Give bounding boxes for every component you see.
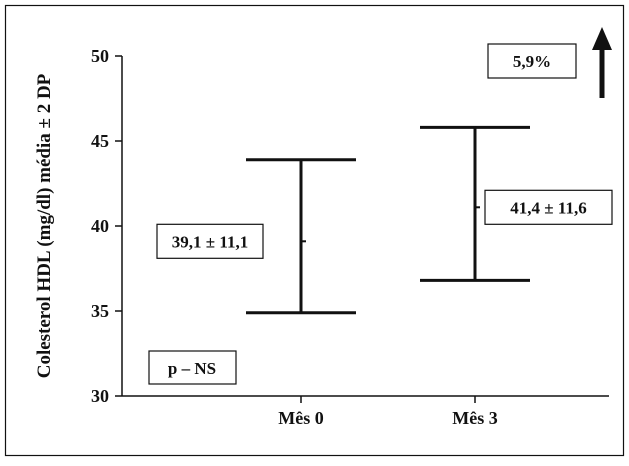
y-tick-label: 50 [91,46,109,66]
significance-box [148,350,237,385]
x-tick-label: Mês 0 [278,408,323,428]
error-bars: 39,1 ± 11,1 41,4 ± 11,6 [156,125,613,315]
y-tick-label: 40 [91,216,109,236]
y-tick-label: 35 [91,301,109,321]
x-axis-ticks: Mês 0 Mês 3 [278,396,498,428]
x-tick-label: Mês 3 [452,408,497,428]
chart-frame [4,4,625,457]
y-tick-label: 30 [91,386,109,406]
y-axis-ticks: 30 35 40 45 50 [91,46,122,406]
mean-sd-label: 41,4 ± 11,6 [510,198,586,217]
change-box [487,43,577,79]
significance-label: p – NS [168,359,216,378]
change-label: 5,9% [513,52,551,71]
y-axis-title: Colesterol HDL (mg/dl) média ± 2 DP [34,73,55,378]
mean-sd-label-box [484,189,613,225]
y-tick-label: 45 [91,131,109,151]
error-bar: 41,4 ± 11,6 [420,125,613,282]
error-bar: 39,1 ± 11,1 [156,158,356,315]
mean-sd-label: 39,1 ± 11,1 [172,232,248,251]
up-arrow-icon [592,27,612,98]
mean-sd-label-box [156,223,264,259]
